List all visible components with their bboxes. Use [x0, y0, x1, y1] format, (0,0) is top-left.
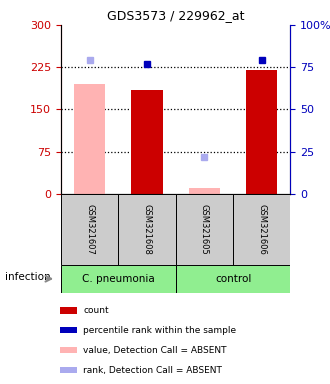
Title: GDS3573 / 229962_at: GDS3573 / 229962_at: [107, 9, 245, 22]
Text: GSM321607: GSM321607: [85, 204, 94, 255]
Bar: [176, 194, 233, 265]
Text: C. pneumonia: C. pneumonia: [82, 274, 155, 284]
Text: infection: infection: [5, 272, 50, 282]
Text: percentile rank within the sample: percentile rank within the sample: [83, 326, 236, 335]
Bar: [60, 367, 77, 373]
Text: rank, Detection Call = ABSENT: rank, Detection Call = ABSENT: [83, 366, 222, 375]
Text: GSM321605: GSM321605: [200, 204, 209, 255]
Bar: [176, 265, 290, 293]
Bar: [61, 265, 176, 293]
Text: count: count: [83, 306, 109, 315]
Bar: [118, 194, 176, 265]
Text: value, Detection Call = ABSENT: value, Detection Call = ABSENT: [83, 346, 227, 355]
Bar: [189, 188, 220, 194]
Text: control: control: [215, 274, 251, 284]
Bar: [60, 307, 77, 313]
Bar: [74, 84, 106, 194]
Text: GSM321608: GSM321608: [143, 204, 151, 255]
Bar: [246, 70, 278, 194]
Bar: [60, 327, 77, 333]
Bar: [233, 194, 290, 265]
Bar: [60, 347, 77, 353]
Text: GSM321606: GSM321606: [257, 204, 266, 255]
Bar: [61, 194, 118, 265]
Bar: [131, 90, 163, 194]
